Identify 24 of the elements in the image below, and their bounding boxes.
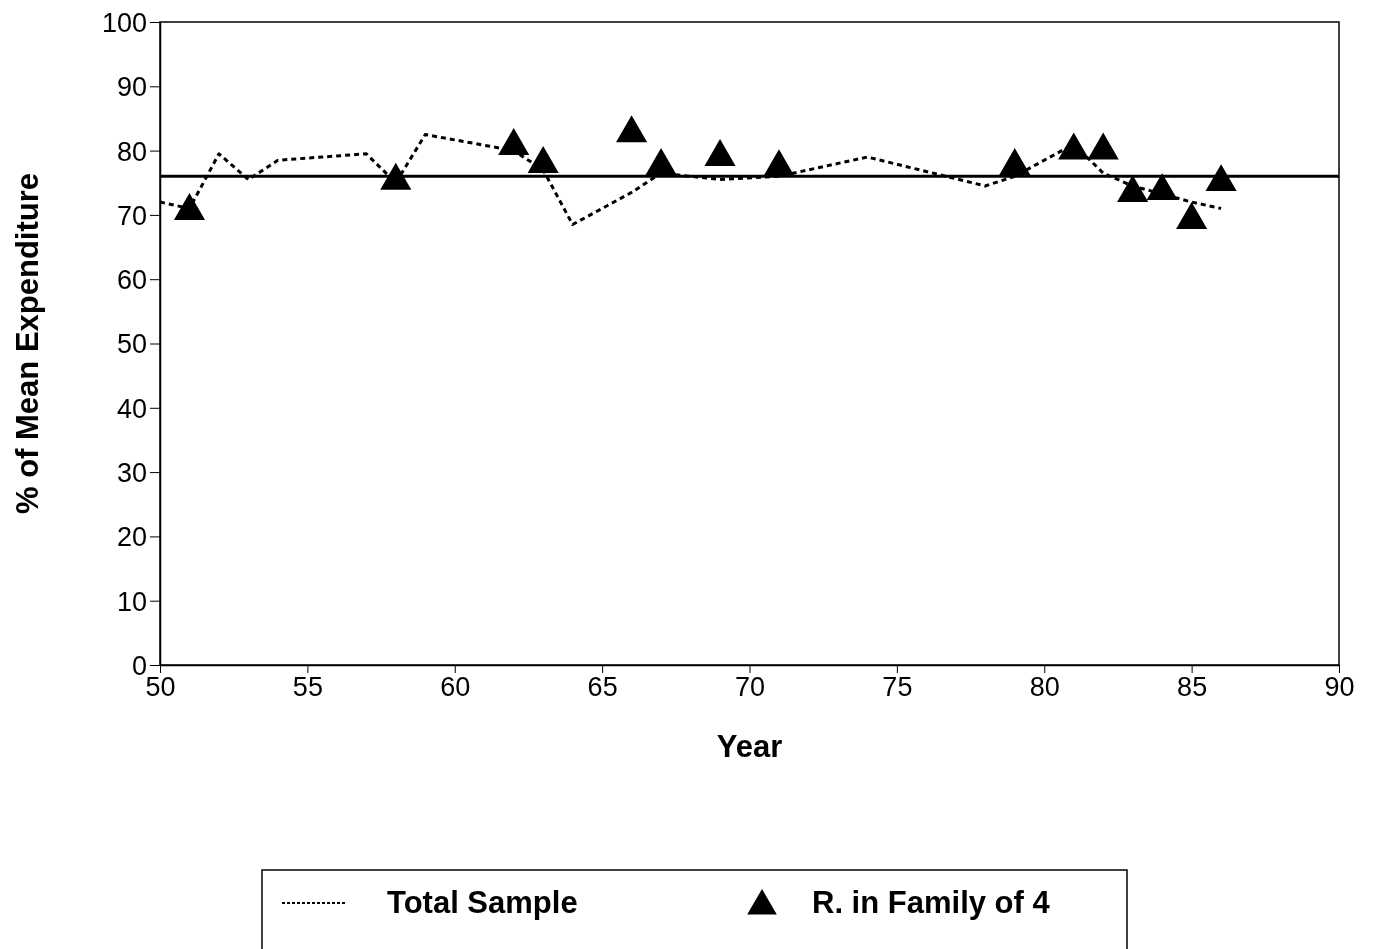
y-tick-label: 10 [116, 586, 147, 617]
y-tick-label: 60 [116, 265, 147, 296]
x-axis-title: Year [716, 729, 783, 764]
y-tick-label: 30 [116, 458, 147, 489]
y-tick-label: 70 [116, 200, 147, 231]
x-tick-label: 80 [1029, 672, 1060, 703]
y-tick-label: 100 [101, 7, 147, 38]
y-tick-label: 0 [131, 650, 147, 681]
x-tick-label: 65 [587, 672, 618, 703]
x-tick-label: 75 [882, 672, 913, 703]
y-tick-label: 50 [116, 329, 147, 360]
x-tick-label: 55 [292, 672, 323, 703]
y-tick-label: 80 [116, 136, 147, 167]
legend-label: R. in Family of 4 [812, 885, 1051, 920]
x-tick-label: 60 [440, 672, 471, 703]
y-axis-title: % of Mean Expenditure [10, 172, 45, 515]
y-tick-label: 20 [116, 522, 147, 553]
x-tick-label: 70 [734, 672, 766, 703]
x-tick-label: 50 [145, 672, 176, 703]
x-tick-label: 85 [1177, 672, 1208, 703]
y-tick-label: 40 [116, 393, 147, 424]
x-tick-label: 90 [1324, 672, 1355, 703]
legend-label: Total Sample [387, 885, 578, 920]
y-tick-label: 90 [116, 72, 147, 103]
